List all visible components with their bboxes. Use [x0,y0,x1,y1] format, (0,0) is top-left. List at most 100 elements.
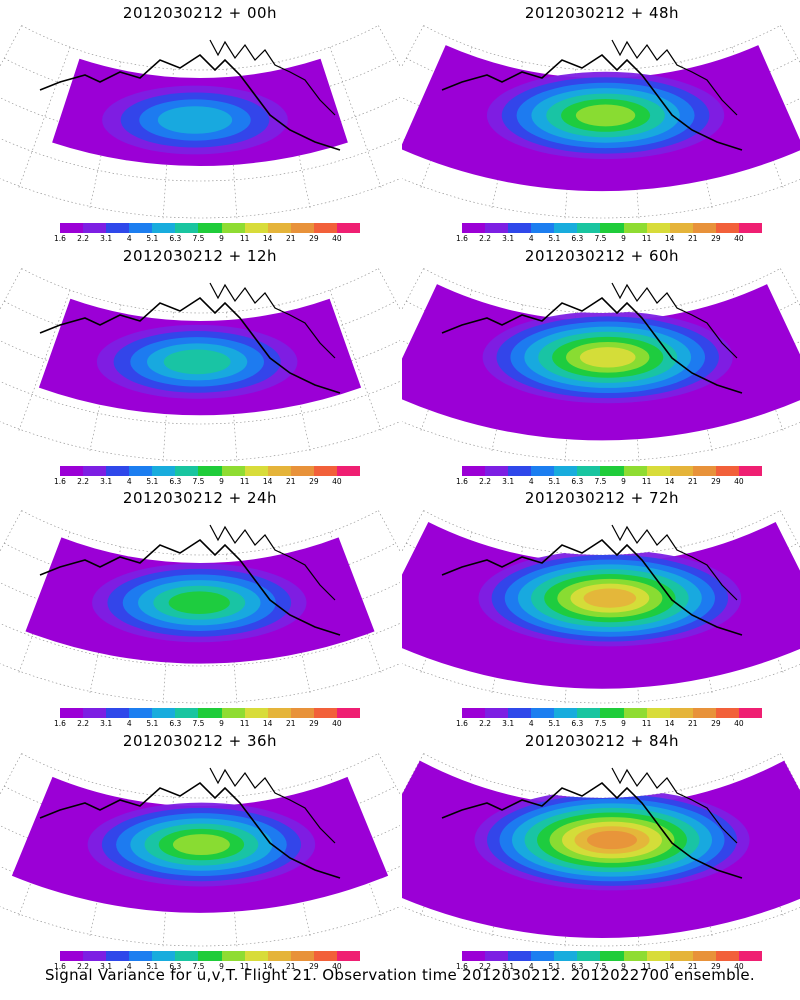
colorbar-tick-label: 3.1 [502,477,515,486]
coastline [39,781,341,879]
colorbar-swatch [198,223,222,233]
graticule [0,268,400,462]
colorbar-tick-label: 5.1 [548,477,561,486]
colorbar-tick-label: 5.1 [548,719,561,728]
colorbar-tick-label: 3.1 [100,477,113,486]
colorbar-swatch [152,708,176,718]
colorbar-tick-label: 40 [332,719,342,728]
colorbar-swatch [738,951,763,961]
colorbar-swatch [738,708,763,718]
variance-field [402,760,800,938]
colorbar-swatch [83,466,107,476]
colorbar-swatch [198,708,222,718]
coastline [39,538,341,636]
colorbar-tick-label: 11 [641,962,652,971]
colorbar-tick-label: 29 [309,477,319,486]
colorbar-tick-label: 9 [219,234,224,243]
colorbar-tick-label: 4 [528,719,534,728]
map-panel: 2012030212 + 72h 1.6 2.2 3.1 4 5.1 6.3 7.5 9 11 14… [402,485,800,730]
colorbar-swatch [669,466,693,476]
colorbar-ticks: 1.6 2.2 3.1 4 5.1 6.3 7.5 9 11 14 21 29 40 [456,962,762,972]
colorbar-tick-label: 5.1 [146,477,159,486]
colorbar-swatch [554,951,578,961]
colorbar-swatch [244,951,268,961]
colorbar-swatch [129,951,153,961]
colorbar-swatch [577,708,601,718]
colorbar-tick-label: 3.1 [100,234,113,243]
colorbar [462,466,763,476]
colorbar-swatch [175,466,199,476]
colorbar-ticks: 1.6 2.2 3.1 4 5.1 6.3 7.5 9 11 14 21 29 40 [456,477,762,487]
colorbar-tick-label: 6.3 [169,962,182,971]
colorbar-swatch [129,223,153,233]
map-panel: 2012030212 + 36h 1.6 2.2 3.1 4 5.1 6.3 7.5 9 11 14… [0,728,400,973]
colorbar-swatch [60,466,84,476]
colorbar-tick-label: 21 [285,719,296,728]
colorbar-tick-label: 9 [219,477,224,486]
colorbar-tick-label: 4 [528,477,534,486]
colorbar-tick-label: 1.6 [54,719,66,728]
colorbar-tick-label: 40 [734,719,744,728]
colorbar-swatch [554,223,578,233]
colorbar-tick-label: 14 [664,962,675,971]
colorbar-tick-label: 21 [285,962,296,971]
colorbar-swatch [646,223,670,233]
colorbar-tick-label: 6.3 [169,234,182,243]
colorbar-tick-label: 3.1 [502,234,515,243]
colorbar [462,223,763,233]
colorbar-swatch [531,951,555,961]
colorbar-tick-label: 4 [126,719,132,728]
map-panel: 2012030212 + 00h 1.6 2.2 3.1 4 5.1 6.3 7.5 9 11 14… [0,0,400,245]
colorbar-tick-label: 11 [641,477,652,486]
colorbar-tick-label: 1.6 [456,962,468,971]
colorbar-tick-label: 2.2 [77,477,90,486]
colorbar-swatch [554,466,578,476]
colorbar-ticks: 1.6 2.2 3.1 4 5.1 6.3 7.5 9 11 14 21 29 40 [456,234,762,244]
variance-map [0,25,400,219]
colorbar-tick-label: 11 [641,234,652,243]
colorbar-tick-label: 5.1 [146,234,159,243]
colorbar-tick-label: 14 [664,477,675,486]
colorbar-ticks: 1.6 2.2 3.1 4 5.1 6.3 7.5 9 11 14 21 29 40 [54,719,360,729]
colorbar-swatch [313,223,337,233]
colorbar-tick-label: 14 [262,234,273,243]
colorbar-tick-label: 40 [332,477,342,486]
colorbar-tick-label: 2.2 [479,477,492,486]
coastline-greenland [209,282,336,359]
colorbar-swatch [221,708,245,718]
colorbar-tick-label: 1.6 [456,477,468,486]
variance-field [402,284,800,441]
colorbar-swatch [198,466,222,476]
colorbar-tick-label: 11 [239,719,250,728]
colorbar-swatch [508,466,532,476]
colorbar-swatch [129,708,153,718]
colorbar-tick-label: 29 [711,962,721,971]
colorbar-tick-label: 40 [734,234,744,243]
colorbar-swatch [152,223,176,233]
colorbar-swatch [600,951,624,961]
colorbar-swatch [531,223,555,233]
colorbar-swatch [692,466,716,476]
colorbar-swatch [152,951,176,961]
colorbar-tick-label: 9 [621,962,626,971]
colorbar-ticks: 1.6 2.2 3.1 4 5.1 6.3 7.5 9 11 14 21 29 40 [54,962,360,972]
colorbar-swatch [738,466,763,476]
colorbar-tick-label: 21 [687,234,698,243]
colorbar-swatch [646,951,670,961]
colorbar-swatch [577,466,601,476]
colorbar-swatch [106,951,130,961]
colorbar-swatch [175,708,199,718]
colorbar-tick-label: 11 [239,962,250,971]
colorbar-swatch [715,708,739,718]
colorbar-tick-label: 7.5 [594,962,607,971]
colorbar-tick-label: 7.5 [192,962,205,971]
coastline [39,53,341,151]
coastline-greenland [209,767,336,844]
colorbar-tick-label: 3.1 [502,962,515,971]
colorbar-swatch [221,466,245,476]
colorbar-tick-label: 6.3 [169,719,182,728]
colorbar-swatch [106,223,130,233]
colorbar-swatch [692,223,716,233]
colorbar-tick-label: 7.5 [192,477,205,486]
coastline-greenland [209,39,336,116]
